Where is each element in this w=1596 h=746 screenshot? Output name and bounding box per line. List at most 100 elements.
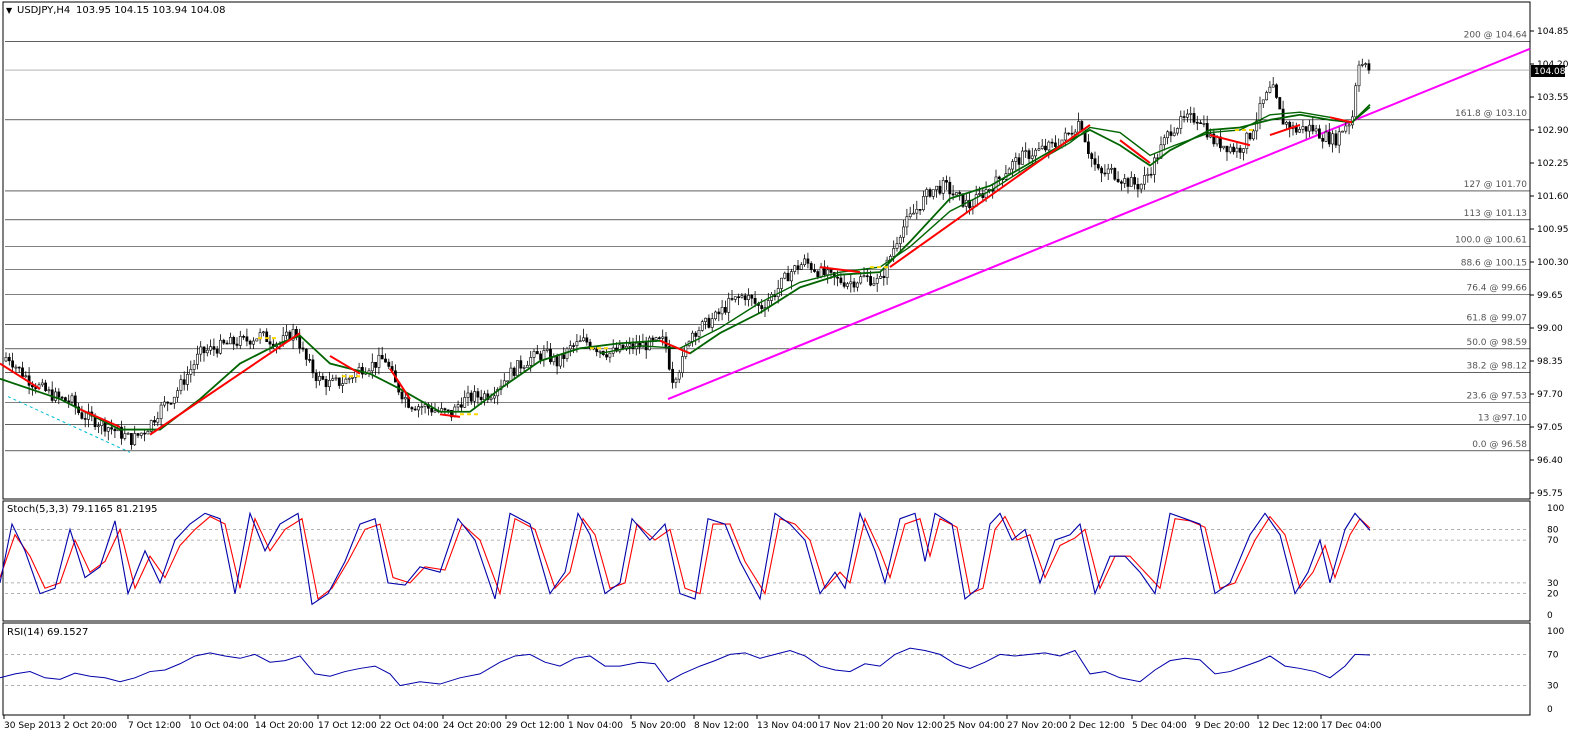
price-tick-label: 102.90: [1537, 126, 1569, 136]
candle-body: [60, 396, 64, 399]
candle-body: [1106, 168, 1110, 174]
candle-body: [539, 353, 543, 360]
candle-body: [1040, 145, 1044, 149]
candle-body: [849, 281, 853, 285]
candle-body: [248, 340, 252, 345]
candle-body: [710, 318, 714, 328]
candle-body: [186, 374, 189, 385]
candle-body: [7, 357, 11, 362]
price-tick-label: 97.05: [1537, 423, 1563, 433]
price-tick-label: 102.25: [1537, 159, 1569, 169]
candle-body: [733, 296, 737, 300]
red-ma-line: [439, 413, 461, 418]
rsi-layer: 100 70 30 0: [0, 627, 1564, 715]
candle-body: [572, 345, 576, 347]
candle-body: [674, 378, 678, 383]
candle-body: [44, 382, 48, 391]
candle-body: [1248, 132, 1252, 140]
candle-body: [648, 337, 651, 351]
candle-body: [1228, 146, 1232, 153]
candle-body: [1360, 64, 1364, 66]
candle-body: [1063, 132, 1067, 141]
candle-body: [327, 380, 331, 388]
rsi-line: [0, 647, 1371, 687]
dropdown-arrow-icon[interactable]: ▼: [6, 6, 13, 15]
candle-body: [545, 348, 549, 351]
candle-body: [420, 406, 424, 408]
price-tick-label: 103.55: [1537, 93, 1569, 103]
candle-body: [403, 397, 407, 400]
fibonacci-levels: 200 @ 104.64 161.8 @ 103.10 127 @ 101.70 11…: [5, 31, 1530, 452]
candle-body: [836, 276, 840, 279]
candle-body: [163, 401, 166, 406]
candle-body: [57, 391, 61, 398]
time-tick-label: 25 Nov 04:00: [944, 721, 1005, 731]
candle-body: [562, 354, 566, 359]
trendline-layer: [7, 47, 1531, 453]
candle-body: [671, 368, 675, 383]
candle-body: [1301, 126, 1305, 130]
candle-body: [192, 364, 196, 370]
candle-body: [219, 339, 222, 354]
candle-body: [842, 282, 846, 287]
candle-body: [67, 400, 71, 403]
candle-body: [440, 408, 444, 412]
time-tick-label: 9 Dec 20:00: [1195, 721, 1250, 731]
candle-body: [73, 395, 77, 408]
candle-body: [1014, 157, 1018, 162]
candle-body: [1034, 149, 1038, 157]
candle-body: [750, 295, 754, 299]
candle-body: [1186, 113, 1189, 118]
candle-body: [816, 271, 820, 277]
candle-body: [1143, 175, 1146, 185]
candle-body: [918, 209, 922, 211]
time-tick-label: 30 Sep 2013: [4, 721, 61, 731]
candle-body: [298, 336, 302, 349]
candle-body: [1275, 84, 1278, 98]
candle-body: [1364, 63, 1368, 65]
price-tick-label: 99.65: [1537, 291, 1563, 301]
candle-body: [608, 352, 612, 358]
candle-body: [865, 275, 869, 278]
candle-body: [555, 356, 559, 367]
price-tick-label: 99.00: [1537, 324, 1563, 334]
candle-body: [869, 276, 873, 286]
fib-label: 88.6 @ 100.15: [1461, 259, 1527, 269]
candle-body: [618, 344, 622, 352]
candle-body: [430, 407, 434, 413]
candle-body: [1337, 131, 1341, 146]
red-ma-line: [1329, 116, 1353, 124]
ohlc-label: 103.95 104.15 103.94 104.08: [76, 5, 226, 16]
candle-body: [945, 180, 948, 183]
candle-body: [928, 189, 932, 197]
candle-body: [245, 336, 249, 342]
candle-body: [532, 351, 536, 358]
candle-body: [664, 336, 668, 347]
candle-body: [189, 369, 193, 375]
candle-body: [1367, 63, 1371, 71]
candle-body: [760, 305, 764, 309]
candle-body: [205, 349, 209, 354]
candle-body: [166, 401, 170, 404]
candle-body: [1103, 172, 1107, 175]
candle-body: [549, 348, 552, 363]
candle-body: [1271, 84, 1275, 88]
candle-body: [351, 377, 354, 379]
candle-body: [1202, 123, 1206, 125]
candle-body: [661, 336, 665, 339]
candle-body: [1327, 131, 1331, 145]
candle-body: [377, 354, 381, 368]
candle-body: [875, 278, 879, 284]
price-tick-label: 100.30: [1537, 258, 1569, 268]
candle-body: [149, 420, 153, 432]
candle-body: [50, 389, 54, 401]
candle-body: [4, 357, 8, 362]
candle-body: [542, 350, 546, 360]
candle-body: [252, 340, 255, 345]
fib-label: 113 @ 101.13: [1464, 209, 1527, 219]
candle-body: [341, 383, 345, 386]
candle-body: [997, 176, 1001, 179]
candle-body: [1238, 147, 1242, 153]
candle-body: [1166, 131, 1170, 139]
